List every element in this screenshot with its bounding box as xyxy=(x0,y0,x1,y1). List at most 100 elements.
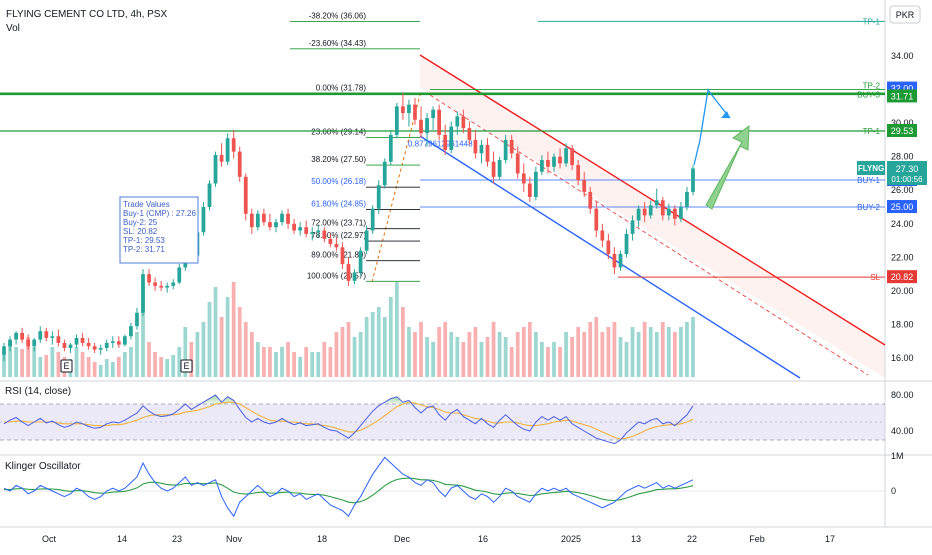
volume-bar xyxy=(220,317,224,377)
trade-values-box[interactable]: Trade Values Buy-1 (CMP) : 27.26 Buy-2: … xyxy=(120,197,198,263)
candle-body xyxy=(691,168,695,191)
candle-body xyxy=(619,254,623,267)
candle-body xyxy=(558,157,562,164)
volume-bar xyxy=(226,297,230,377)
candle-body xyxy=(316,231,320,233)
currency-label: PKR xyxy=(896,10,915,20)
currency-button[interactable]: PKR xyxy=(890,6,920,23)
candle-body xyxy=(655,200,659,205)
candle-body xyxy=(105,343,109,348)
candle xyxy=(395,103,399,138)
volume-bar xyxy=(38,357,42,377)
candle-body xyxy=(93,346,97,349)
earnings-marker[interactable]: E xyxy=(61,360,72,372)
volume-bar xyxy=(594,317,598,377)
candle-body xyxy=(2,346,6,354)
volume-bar xyxy=(522,327,526,377)
volume-bar xyxy=(625,342,629,377)
candle-body xyxy=(661,200,665,215)
volume-bar xyxy=(268,347,272,377)
fib-level-label: 100.00% (20.57) xyxy=(307,271,366,280)
candle-body xyxy=(63,343,67,348)
candle-body xyxy=(177,267,181,282)
symbol-title[interactable]: FLYING CEMENT CO LTD, 4h, PSX xyxy=(6,9,167,20)
candle-body xyxy=(14,333,18,340)
candle-body xyxy=(123,336,127,344)
candle xyxy=(437,105,441,140)
volume-bar xyxy=(250,332,254,377)
candle-body xyxy=(38,331,42,339)
candle-body xyxy=(69,345,73,348)
candle-body xyxy=(371,209,375,231)
rsi-tick: 80.00 xyxy=(891,390,914,400)
candle-body xyxy=(419,120,423,133)
volume-bar xyxy=(165,359,169,377)
price-tick: 28.00 xyxy=(891,152,914,162)
candle-body xyxy=(425,118,429,133)
candle-body xyxy=(232,138,236,151)
volume-bar xyxy=(87,357,91,377)
klinger-tick: 0 xyxy=(891,486,896,496)
candle xyxy=(208,180,212,210)
volume-bar xyxy=(75,347,79,377)
volume-bar xyxy=(262,347,266,377)
volume-bar xyxy=(214,287,218,377)
level-label: BUY-1 xyxy=(857,176,880,185)
time-tick: 22 xyxy=(687,534,697,544)
candle-body xyxy=(153,283,157,286)
level-label: BUY-2 xyxy=(857,203,880,212)
candle-body xyxy=(250,214,254,227)
time-tick: 13 xyxy=(631,534,641,544)
volume-bar xyxy=(81,352,85,377)
current-price-value: 27.30 xyxy=(896,164,919,174)
volume-bar xyxy=(44,355,48,377)
volume-bar xyxy=(316,352,320,377)
candle-body xyxy=(117,341,121,344)
candle-body xyxy=(292,224,296,231)
volume-bar xyxy=(353,337,357,377)
price-box-label: 20.82 xyxy=(891,272,914,282)
candle-body xyxy=(516,153,520,173)
volume-bar xyxy=(546,347,550,377)
level-label: TP-2 xyxy=(863,82,881,91)
fib-level-label: -38.20% (36.06) xyxy=(309,11,367,20)
price-tick: 20.00 xyxy=(891,286,914,296)
volume-bar xyxy=(461,342,465,377)
candle-body xyxy=(87,343,91,346)
volume-bar xyxy=(135,332,139,377)
fib-level-label: 0.00% (31.78) xyxy=(316,83,367,92)
rsi-tick: 40.00 xyxy=(891,426,914,436)
volume-bar xyxy=(637,332,641,377)
volume-bar xyxy=(196,332,200,377)
candle-body xyxy=(546,160,550,167)
volume-bar xyxy=(655,332,659,377)
candle xyxy=(244,173,248,220)
volume-bar xyxy=(57,352,61,377)
trade-values-line: TP-1: 29.53 xyxy=(123,236,165,245)
candle-body xyxy=(528,184,532,197)
candle-body xyxy=(570,148,574,165)
price-tick: 18.00 xyxy=(891,319,914,329)
candle-body xyxy=(322,231,326,239)
candle-body xyxy=(588,192,592,209)
volume-bar xyxy=(202,322,206,377)
volume-bar xyxy=(540,342,544,377)
candle-body xyxy=(50,336,54,338)
volume-bar xyxy=(105,359,109,377)
volume-bar xyxy=(347,322,351,377)
time-tick: Nov xyxy=(226,534,243,544)
rsi-title[interactable]: RSI (14, close) xyxy=(5,386,71,397)
volume-bar xyxy=(123,352,127,377)
volume-bar xyxy=(292,352,296,377)
earnings-marker[interactable]: E xyxy=(181,360,192,372)
time-tick: Oct xyxy=(42,534,57,544)
volume-bar xyxy=(504,337,508,377)
volume-bar xyxy=(449,332,453,377)
volume-bar xyxy=(619,337,623,377)
trade-values-line: SL: 20.82 xyxy=(123,227,158,236)
volume-bar xyxy=(455,337,459,377)
candle-body xyxy=(576,165,580,180)
candle-body xyxy=(365,231,369,251)
klinger-title[interactable]: Klinger Oscillator xyxy=(5,461,81,472)
volume-bar xyxy=(32,347,36,377)
